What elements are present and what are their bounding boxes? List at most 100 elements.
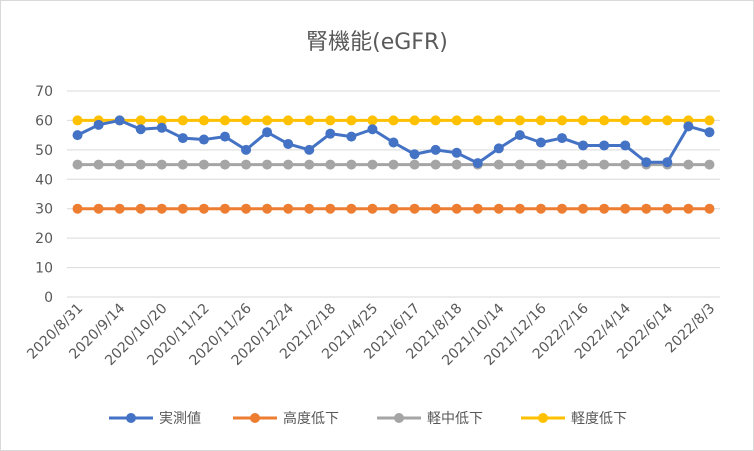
legend-marker bbox=[250, 413, 260, 423]
data-point bbox=[599, 203, 610, 214]
data-point bbox=[704, 203, 715, 214]
data-point bbox=[177, 115, 188, 126]
data-point bbox=[704, 159, 715, 170]
data-point bbox=[262, 115, 273, 126]
legend-item-3: 軽中低下 bbox=[377, 411, 483, 427]
data-point bbox=[346, 203, 357, 214]
data-point bbox=[409, 149, 420, 160]
data-point bbox=[493, 203, 504, 214]
legend-label: 軽中低下 bbox=[427, 411, 483, 427]
data-point bbox=[451, 203, 462, 214]
data-point bbox=[557, 115, 568, 126]
data-point bbox=[599, 159, 610, 170]
data-point bbox=[241, 159, 252, 170]
data-point bbox=[430, 144, 441, 155]
data-point bbox=[557, 159, 568, 170]
data-point bbox=[198, 159, 209, 170]
data-point bbox=[241, 115, 252, 126]
legend-marker bbox=[126, 413, 136, 423]
data-point bbox=[599, 140, 610, 151]
data-point bbox=[409, 159, 420, 170]
data-point bbox=[578, 115, 589, 126]
data-point bbox=[283, 203, 294, 214]
y-tick-label: 30 bbox=[35, 202, 53, 218]
data-point bbox=[620, 140, 631, 151]
series-3 bbox=[72, 159, 715, 170]
data-point bbox=[219, 203, 230, 214]
data-point bbox=[388, 115, 399, 126]
data-point bbox=[641, 157, 652, 168]
data-point bbox=[198, 115, 209, 126]
data-point bbox=[704, 127, 715, 138]
data-point bbox=[409, 203, 420, 214]
data-point bbox=[304, 115, 315, 126]
data-point bbox=[135, 203, 146, 214]
data-point bbox=[262, 159, 273, 170]
data-point bbox=[346, 115, 357, 126]
data-point bbox=[262, 127, 273, 138]
series-2 bbox=[72, 203, 715, 214]
data-point bbox=[93, 119, 104, 130]
y-axis-ticks: 0 10 20 30 40 50 60 70 bbox=[35, 84, 53, 306]
data-point bbox=[367, 124, 378, 135]
data-point bbox=[114, 159, 125, 170]
data-point bbox=[304, 144, 315, 155]
data-point bbox=[114, 115, 125, 126]
data-point bbox=[346, 159, 357, 170]
data-point bbox=[156, 203, 167, 214]
x-axis-ticks: 2020/8/312020/9/142020/10/202020/11/1220… bbox=[24, 300, 718, 368]
y-tick-label: 0 bbox=[44, 290, 53, 306]
data-point bbox=[514, 203, 525, 214]
data-point bbox=[325, 115, 336, 126]
legend-label: 実測値 bbox=[159, 411, 201, 427]
data-point bbox=[198, 134, 209, 145]
y-tick-label: 20 bbox=[35, 231, 53, 247]
data-point bbox=[535, 203, 546, 214]
data-point bbox=[388, 137, 399, 148]
data-point bbox=[283, 115, 294, 126]
data-point bbox=[557, 203, 568, 214]
data-point bbox=[93, 159, 104, 170]
data-point bbox=[430, 159, 441, 170]
data-point bbox=[156, 159, 167, 170]
data-point bbox=[620, 203, 631, 214]
data-point bbox=[325, 128, 336, 139]
legend-label: 高度低下 bbox=[283, 410, 339, 427]
data-point bbox=[198, 203, 209, 214]
data-point bbox=[620, 159, 631, 170]
legend-item-2: 高度低下 bbox=[233, 410, 339, 427]
data-point bbox=[641, 115, 652, 126]
legend-item-4: 軽度低下 bbox=[521, 411, 627, 427]
data-point bbox=[472, 158, 483, 169]
legend-marker bbox=[538, 413, 548, 423]
data-point bbox=[662, 203, 673, 214]
data-point bbox=[304, 159, 315, 170]
data-point bbox=[641, 203, 652, 214]
data-point bbox=[72, 159, 83, 170]
data-point bbox=[219, 159, 230, 170]
data-point bbox=[683, 203, 694, 214]
legend-item-1: 実測値 bbox=[109, 411, 201, 427]
data-point bbox=[241, 144, 252, 155]
y-tick-label: 40 bbox=[35, 172, 53, 188]
data-point bbox=[388, 159, 399, 170]
data-point bbox=[156, 115, 167, 126]
data-point bbox=[219, 115, 230, 126]
data-point bbox=[262, 203, 273, 214]
data-point bbox=[430, 115, 441, 126]
data-point bbox=[451, 159, 462, 170]
data-point bbox=[683, 121, 694, 132]
y-tick-label: 70 bbox=[35, 84, 53, 100]
chart-title: 腎機能(eGFR) bbox=[306, 30, 448, 55]
data-point bbox=[514, 130, 525, 141]
data-point bbox=[472, 115, 483, 126]
data-point bbox=[177, 203, 188, 214]
y-tick-label: 50 bbox=[35, 143, 53, 159]
data-point bbox=[451, 115, 462, 126]
data-point bbox=[578, 159, 589, 170]
data-point bbox=[704, 115, 715, 126]
data-point bbox=[325, 159, 336, 170]
data-point bbox=[346, 131, 357, 142]
data-point bbox=[493, 143, 504, 154]
